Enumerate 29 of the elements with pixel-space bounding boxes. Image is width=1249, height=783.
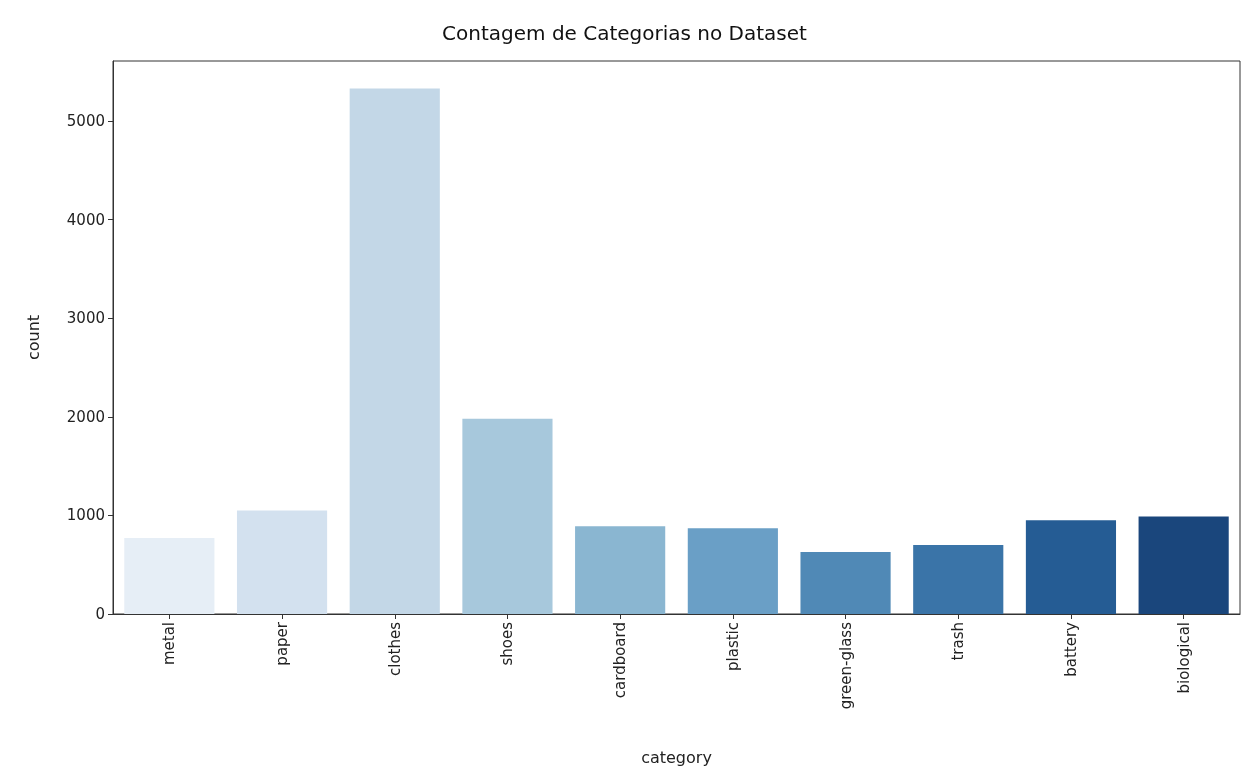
x-tick-label: trash — [949, 622, 968, 661]
x-tick-label: shoes — [498, 621, 517, 666]
x-tick-label: green-glass — [836, 621, 855, 710]
bar — [1025, 520, 1117, 614]
x-tick-label: battery — [1061, 621, 1080, 677]
y-tick-label: 4000 — [66, 210, 105, 229]
x-tick-label: cardboard — [611, 622, 630, 699]
y-tick-label: 3000 — [66, 309, 105, 328]
bar — [913, 545, 1004, 614]
bar — [1138, 516, 1229, 614]
y-tick-label: 2000 — [66, 407, 105, 426]
bar — [800, 551, 891, 614]
bar — [349, 88, 440, 614]
y-tick-label: 5000 — [66, 112, 105, 131]
x-tick-label: plastic — [723, 622, 742, 671]
x-tick-label: biological — [1174, 622, 1193, 694]
x-axis-title: category — [641, 747, 712, 767]
y-tick-label: 1000 — [66, 506, 105, 525]
bar — [575, 526, 666, 614]
y-tick-label: 0 — [95, 605, 105, 623]
x-tick-label: paper — [273, 621, 292, 666]
bar — [462, 418, 553, 614]
chart-title: Contagem de Categorias no Dataset — [442, 21, 808, 45]
bar — [124, 538, 215, 614]
x-tick-label: clothes — [385, 621, 404, 677]
bar — [236, 510, 328, 614]
bar — [687, 528, 778, 614]
y-axis-title: count — [23, 314, 43, 361]
x-tick-label: metal — [160, 622, 179, 666]
